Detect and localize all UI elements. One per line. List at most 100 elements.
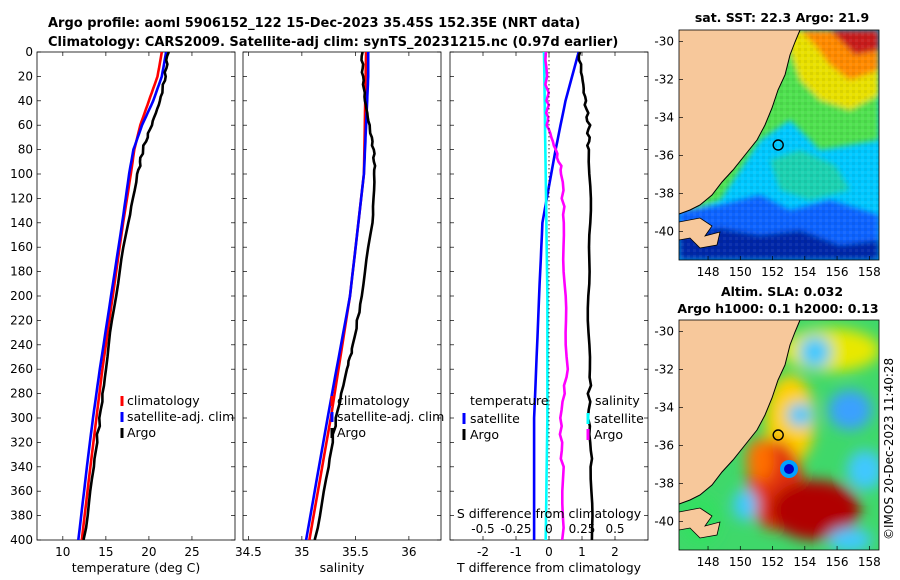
depth-tick-label: 100 <box>10 167 33 181</box>
difference-xtick-label: 1 <box>578 545 586 559</box>
map-xtick-label: 148 <box>697 555 720 569</box>
legend-title-salinity: salinity <box>595 393 640 408</box>
salinity-xtick-label: 36 <box>401 545 416 559</box>
map-xtick-label: 156 <box>826 265 849 279</box>
sst-coastline <box>679 30 801 215</box>
map-ytick-label: -30 <box>654 324 674 338</box>
depth-tick-label: 240 <box>10 338 33 352</box>
depth-tick-label: 80 <box>18 143 33 157</box>
map-ytick-label: -32 <box>654 72 674 86</box>
sla-coastline <box>679 320 801 505</box>
depth-tick-label: 180 <box>10 265 33 279</box>
map-xtick-label: 152 <box>761 555 784 569</box>
sla-map: Altim. SLA: 0.032 Argo h1000: 0.1 h2000:… <box>654 284 881 569</box>
map-xtick-label: 148 <box>697 265 720 279</box>
difference-s-tick-label: -0.5 <box>471 522 494 536</box>
legend-label: Argo <box>594 427 623 442</box>
depth-tick-label: 300 <box>10 411 33 425</box>
sla-low-3 <box>787 403 813 427</box>
sst-map-title: sat. SST: 22.3 Argo: 21.9 <box>695 10 869 25</box>
map-ytick-label: -36 <box>654 148 674 162</box>
map-xtick-label: 154 <box>793 265 816 279</box>
salinity-axes: 34.5 35 35.5 36 salinity climatologysatellite… <box>235 51 444 575</box>
map-ytick-label: -34 <box>654 400 674 414</box>
map-xtick-label: 154 <box>793 555 816 569</box>
sla-orange <box>746 438 774 482</box>
sst-map: sat. SST: 22.3 Argo: 21.9 148 150 152 154 15… <box>654 10 880 279</box>
salinity-xlabel: salinity <box>320 560 365 575</box>
map-ytick-label: -40 <box>654 224 674 238</box>
map-xtick-label: 156 <box>826 555 849 569</box>
map-ytick-label: -32 <box>654 362 674 376</box>
sst-land <box>679 30 800 214</box>
legend-label: satellite-adj. clim <box>337 409 444 424</box>
sla-low-5 <box>733 489 757 521</box>
depth-tick-label: 260 <box>10 362 33 376</box>
map-ytick-label: -30 <box>654 34 674 48</box>
legend-label: Argo <box>470 427 499 442</box>
sst-bass-strait-land <box>679 217 721 249</box>
sla-high-south <box>770 480 860 540</box>
sla-land <box>679 320 800 504</box>
difference-xtick-label: 0 <box>545 545 553 559</box>
depth-tick-label: 220 <box>10 313 33 327</box>
difference-xtick-label: 2 <box>611 545 619 559</box>
difference-s-tick-label: 0 <box>545 522 553 536</box>
depth-tick-label: 200 <box>10 289 33 303</box>
temperature-xtick-label: 20 <box>141 545 156 559</box>
difference-line-t-satellite <box>532 52 580 540</box>
depth-tick-label: 0 <box>25 45 33 59</box>
legend-label: climatology <box>127 393 200 408</box>
temperature-axes: 0 20 40 60 80 100 120 140 160 180 200 220 240 260 280 3… <box>10 45 236 575</box>
salinity-plot-frame <box>242 51 442 541</box>
depth-tick-label: 60 <box>18 118 33 132</box>
depth-tick-label: 360 <box>10 484 33 498</box>
difference-s-axis-label: S difference from climatology <box>457 506 642 521</box>
difference-axes: -2 -1 0 1 2T difference from climatology temp… <box>449 51 649 575</box>
depth-tick-label: 20 <box>18 69 33 83</box>
difference-xtick-label: -1 <box>510 545 522 559</box>
sla-float-marker <box>772 429 784 441</box>
map-xtick-label: 150 <box>729 555 752 569</box>
salinity-xtick-label: 34.5 <box>235 545 262 559</box>
map-xtick-label: 158 <box>858 555 881 569</box>
depth-tick-label: 400 <box>10 533 33 547</box>
map-xtick-label: 150 <box>729 265 752 279</box>
temperature-plot-frame <box>36 51 236 541</box>
salinity-line-argo <box>313 52 377 540</box>
depth-tick-label: 340 <box>10 460 33 474</box>
sla-map-title-2: Argo h1000: 0.1 h2000: 0.13 <box>677 301 878 316</box>
sla-low-6 <box>828 528 872 550</box>
difference-line-s-satellite <box>542 52 549 540</box>
map-ytick-label: -34 <box>654 110 674 124</box>
temperature-line-satellite-adj-clim <box>77 52 168 540</box>
depth-tick-label: 40 <box>18 94 33 108</box>
difference-s-tick-label: 0.25 <box>569 522 596 536</box>
sla-low-1 <box>799 336 831 368</box>
map-ytick-label: -38 <box>654 186 674 200</box>
temperature-xlabel: temperature (deg C) <box>72 560 201 575</box>
depth-tick-label: 380 <box>10 509 33 523</box>
temperature-xtick-label: 15 <box>98 545 113 559</box>
sst-frame <box>678 29 880 261</box>
depth-tick-label: 160 <box>10 240 33 254</box>
depth-tick-label: 140 <box>10 216 33 230</box>
legend-label: Argo <box>127 425 156 440</box>
map-ytick-label: -36 <box>654 438 674 452</box>
difference-s-tick-label: 0.5 <box>605 522 624 536</box>
header-line-1: Argo profile: aoml 5906152_122 15-Dec-20… <box>48 16 580 31</box>
legend-title-temperature: temperature <box>470 393 549 408</box>
legend-label: satellite <box>594 411 644 426</box>
salinity-xtick-label: 35 <box>294 545 309 559</box>
depth-tick-label: 120 <box>10 191 33 205</box>
salinity-xtick-label: 35.5 <box>342 545 369 559</box>
difference-xtick-label: -2 <box>477 545 489 559</box>
legend-label: climatology <box>337 393 410 408</box>
sla-eddy-core <box>784 464 794 474</box>
depth-tick-label: 280 <box>10 387 33 401</box>
map-xtick-label: 152 <box>761 265 784 279</box>
sst-float-marker <box>772 139 784 151</box>
salinity-series-group <box>304 52 377 540</box>
map-ytick-label: -40 <box>654 514 674 528</box>
